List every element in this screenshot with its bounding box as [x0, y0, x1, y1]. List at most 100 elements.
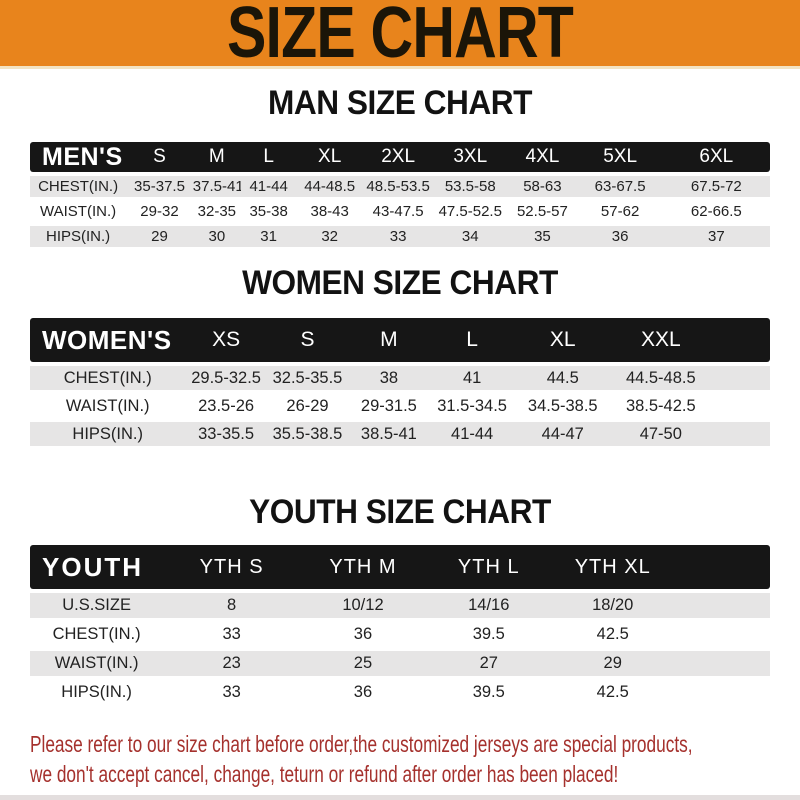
cell-value: 43-47.5 [372, 203, 424, 220]
table-row: U.S.SIZE 8 10/12 14/16 18/20 [30, 593, 770, 618]
cell-value: 37.5-41 [192, 176, 241, 197]
cell-value: 36 [353, 625, 373, 643]
column-header: XL [296, 142, 363, 172]
table-row: CHEST(IN.) 35-37.5 37.5-41 41-44 44-48.5 48.5… [30, 176, 770, 197]
cell-value: 27 [425, 651, 552, 676]
cell-value: 29.5-32.5 [185, 366, 267, 390]
size-table: WOMEN'S XS S M L XL XXL CHEST(IN.) 29.5-32.5 32.… [30, 314, 770, 450]
row-label: CHEST(IN.) [52, 625, 141, 643]
table-body: CHEST(IN.) 35-37.5 37.5-41 41-44 44-48.5 48.5… [30, 176, 770, 247]
cell-value: 44.5-48.5 [610, 366, 711, 390]
column-header: YTH S [163, 545, 301, 589]
table-row: HIPS(IN.) 33 36 39.5 42.5 [30, 680, 770, 705]
column-header: M [192, 142, 241, 172]
cell-value: 47.5-52.5 [438, 203, 502, 220]
footer-note: Please refer to our size chart before or… [30, 729, 800, 789]
footer-note-line-1: Please refer to our size chart before or… [30, 731, 693, 757]
section-men: MAN SIZE CHART MEN'S S M L XL 2XL 3XL 4XL 5XL 6XL… [0, 85, 800, 251]
column-header: L [429, 318, 515, 362]
cell-value: 10/12 [300, 593, 426, 618]
cell-value: 23.5-26 [198, 396, 255, 415]
column-header: XXL [610, 318, 711, 362]
cell-value: 62-66.5 [690, 203, 742, 220]
cell-filler [674, 680, 770, 705]
cell-value: 39.5 [472, 683, 505, 701]
cell-value: 29 [551, 651, 674, 676]
row-group-label: WOMEN'S [30, 318, 186, 362]
column-header-filler [710, 318, 770, 362]
cell-value: 52.5-57 [516, 203, 568, 220]
cell-value: 23 [163, 651, 301, 676]
cell-value: 31.5-34.5 [437, 396, 507, 415]
cell-value: 44-48.5 [296, 176, 363, 197]
column-header-filler [673, 545, 770, 589]
cell-value: 38.5-41 [348, 422, 430, 446]
row-group-label: YOUTH [30, 545, 164, 589]
row-label: CHEST(IN.) [30, 176, 127, 197]
table-head: WOMEN'S XS S M L XL XXL [30, 318, 770, 362]
cell-value: 41 [429, 366, 515, 390]
table-body: U.S.SIZE 8 10/12 14/16 18/20 CHEST(IN.) 33 36 39… [30, 593, 770, 705]
cell-value: 29-32 [140, 203, 179, 220]
cell-value: 37 [662, 226, 770, 247]
table-row: HIPS(IN.) 33-35.5 35.5-38.5 38.5-41 41-44 44-… [30, 422, 770, 446]
cell-value: 42.5 [596, 683, 629, 701]
cell-filler [711, 394, 770, 418]
cell-filler [710, 366, 770, 390]
size-table: YOUTH YTH S YTH M YTH L YTH XL U.S.SIZE 8 10/1… [30, 541, 770, 709]
cell-filler [674, 622, 770, 647]
column-header: XS [185, 318, 267, 362]
cell-value: 25 [300, 651, 426, 676]
cell-filler [673, 593, 770, 618]
cell-value: 8 [163, 593, 301, 618]
cell-value: 33-35.5 [185, 422, 267, 446]
row-group-label: MEN'S [30, 142, 127, 172]
cell-value: 67.5-72 [662, 176, 770, 197]
table-row: WAIST(IN.) 23.5-26 26-29 29-31.5 31.5-34.5 34… [30, 394, 770, 418]
cell-value: 33 [222, 625, 241, 643]
column-header: 2XL [362, 142, 434, 172]
row-label: CHEST(IN.) [30, 366, 186, 390]
cell-value: 33 [222, 683, 241, 701]
column-header: M [348, 318, 430, 362]
cell-value: 18/20 [551, 593, 674, 618]
cell-value: 53.5-58 [433, 176, 508, 197]
section-title: WOMEN SIZE CHART [242, 264, 558, 302]
cell-value: 35 [507, 226, 578, 247]
row-label: HIPS(IN.) [61, 683, 132, 701]
column-header: YTH L [425, 545, 552, 589]
page-title: SIZE CHART [226, 0, 574, 69]
column-header: 4XL [507, 142, 578, 172]
column-header: YTH M [300, 545, 426, 589]
column-header: L [240, 142, 297, 172]
cell-value: 35-37.5 [126, 176, 193, 197]
cell-value: 41-44 [240, 176, 297, 197]
table-head: YOUTH YTH S YTH M YTH L YTH XL [30, 545, 770, 589]
banner: SIZE CHART [0, 0, 800, 69]
table-row: WAIST(IN.) 23 25 27 29 [30, 651, 770, 676]
cell-value: 35-38 [249, 203, 288, 220]
cell-value: 31 [240, 226, 297, 247]
table-row: CHEST(IN.) 29.5-32.5 32.5-35.5 38 41 44.5 44.5… [30, 366, 770, 390]
size-table: MEN'S S M L XL 2XL 3XL 4XL 5XL 6XL CHEST(IN.) 35-3… [30, 138, 770, 251]
cell-filler [710, 422, 770, 446]
footer-note-line-2: we don't accept cancel, change, teturn o… [30, 761, 619, 787]
table-body: CHEST(IN.) 29.5-32.5 32.5-35.5 38 41 44.5 44.5… [30, 366, 770, 446]
table-header-row: MEN'S S M L XL 2XL 3XL 4XL 5XL 6XL [30, 142, 770, 172]
cell-value: 30 [192, 226, 241, 247]
cell-value: 14/16 [425, 593, 552, 618]
cell-value: 32 [296, 226, 363, 247]
cell-value: 47-50 [610, 422, 711, 446]
column-header: 6XL [662, 142, 770, 172]
cell-value: 63-67.5 [577, 176, 663, 197]
row-label: WAIST(IN.) [40, 203, 117, 220]
column-header: 5XL [577, 142, 663, 172]
cell-value: 29-31.5 [360, 396, 417, 415]
row-label: HIPS(IN.) [30, 226, 127, 247]
cell-filler [673, 651, 770, 676]
row-label: WAIST(IN.) [65, 396, 150, 415]
section-women: WOMEN SIZE CHART WOMEN'S XS S M L XL XXL CHEST… [0, 265, 800, 450]
cell-value: 35.5-38.5 [266, 422, 349, 446]
row-label: HIPS(IN.) [30, 422, 186, 446]
